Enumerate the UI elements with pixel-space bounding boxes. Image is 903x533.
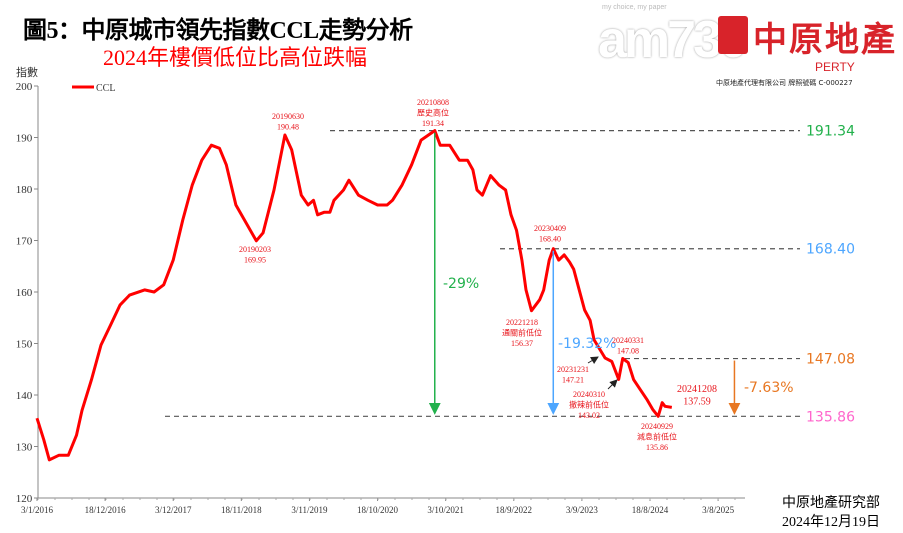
y-tick-label: 140 xyxy=(16,390,33,402)
annotation-line: 156.37 xyxy=(511,339,533,348)
x-tick-label: 18/12/2016 xyxy=(85,505,127,515)
pointer-arrow xyxy=(587,356,599,365)
logo-emblem-icon xyxy=(718,16,748,54)
y-tick-label: 130 xyxy=(16,442,33,454)
annotation-line: 169.95 xyxy=(244,256,266,265)
x-tick-label: 3/1/2016 xyxy=(21,505,54,515)
reference-value-label: 191.34 xyxy=(806,124,855,140)
annotation-line: 20240331 xyxy=(612,336,644,345)
annotation-line: 20210808 xyxy=(417,98,449,107)
y-axis-label: 指數 xyxy=(16,65,38,79)
data-annotation: 20240929 減息前低位 135.86 xyxy=(637,422,677,452)
annotation-line: 減息前低位 xyxy=(637,432,677,442)
annotation-line: 通關前低位 xyxy=(502,328,542,338)
annotation-line: 歷史高位 xyxy=(417,108,449,118)
data-annotation: 20240331 147.08 xyxy=(612,336,644,356)
logo-license: 中原地產代理有限公司 牌照號碼 C-000227 xyxy=(716,79,853,87)
x-tick-label: 18/10/2020 xyxy=(357,505,399,515)
annotation-line: 20221218 xyxy=(506,318,538,327)
data-annotation: 20240310 撤辣前低位 143.02 xyxy=(569,390,609,420)
annotation-line: 190.48 xyxy=(277,123,299,132)
annotation-line: 20230409 xyxy=(534,224,566,233)
x-tick-label: 3/12/2017 xyxy=(155,505,192,515)
drop-percent-label: -19.32% xyxy=(558,336,616,352)
centaline-logo: 中原地產 PERTY 中原地產代理有限公司 牌照號碼 C-000227 xyxy=(715,12,895,90)
ccl-series-line xyxy=(35,129,673,462)
chart-title: 圖5：中原城市領先指數CCL走勢分析 xyxy=(23,18,413,44)
annotation-line: 20190203 xyxy=(239,245,271,254)
pointer-arrow xyxy=(607,379,618,390)
x-tick-label: 3/8/2025 xyxy=(702,505,735,515)
legend-label: CCL xyxy=(96,83,115,94)
y-tick-label: 170 xyxy=(16,236,33,248)
annotation-line: 20240310 xyxy=(573,390,605,399)
x-tick-label: 18/11/2018 xyxy=(221,505,262,515)
annotation-line: 撤辣前低位 xyxy=(569,400,609,410)
y-tick-label: 190 xyxy=(16,133,33,145)
footer-source: 中原地產研究部 xyxy=(782,496,880,511)
data-annotation: 20190630 190.48 xyxy=(272,112,304,132)
data-annotation: 20190203 169.95 xyxy=(239,245,271,265)
chart-subtitle: 2024年樓價低位比高位跌幅 xyxy=(103,45,368,70)
y-tick-label: 160 xyxy=(16,287,33,299)
y-tick-label: 200 xyxy=(16,81,33,93)
reference-value-label: 135.86 xyxy=(806,409,855,425)
y-tick-label: 120 xyxy=(16,493,33,505)
drop-percent-label: -7.63% xyxy=(744,380,794,396)
logo-brand-en: PERTY xyxy=(815,60,855,74)
data-annotation: 20241208 137.59 xyxy=(677,384,717,408)
data-annotation: 20210808 歷史高位 191.34 xyxy=(417,98,449,128)
annotation-line: 20231231 xyxy=(557,365,589,374)
annotation-line: 191.34 xyxy=(422,119,444,128)
x-tick-label: 3/11/2019 xyxy=(291,505,328,515)
annotation-line: 143.02 xyxy=(578,411,600,420)
data-annotation: 20221218 通關前低位 156.37 xyxy=(502,318,542,348)
annotation-line: 20240929 xyxy=(641,422,673,431)
x-tick-label: 3/9/2023 xyxy=(566,505,599,515)
reference-value-label: 168.40 xyxy=(806,242,855,258)
watermark-tagline: my choice, my paper xyxy=(602,4,667,11)
annotation-line: 147.08 xyxy=(617,347,639,356)
annotation-line: 135.86 xyxy=(646,443,668,452)
x-tick-label: 3/10/2021 xyxy=(427,505,464,515)
reference-value-label: 147.08 xyxy=(806,352,855,368)
logo-brand-cn: 中原地產 xyxy=(753,20,897,60)
annotation-line: 147.21 xyxy=(562,376,584,385)
data-annotation: 20231231 147.21 xyxy=(557,365,589,385)
y-tick-label: 180 xyxy=(16,184,33,196)
x-tick-label: 18/8/2024 xyxy=(632,505,669,515)
annotation-line: 137.59 xyxy=(683,397,711,408)
drop-percent-label: -29% xyxy=(443,276,479,292)
y-tick-label: 150 xyxy=(16,339,33,351)
annotation-line: 20190630 xyxy=(272,112,304,121)
footer: 中原地產研究部 2024年12月19日 xyxy=(782,494,880,532)
annotation-line: 20241208 xyxy=(677,384,717,395)
x-tick-label: 18/9/2022 xyxy=(496,505,533,515)
footer-date: 2024年12月19日 xyxy=(782,515,880,530)
data-annotation: 20230409 168.40 xyxy=(534,224,566,244)
annotation-line: 168.40 xyxy=(539,235,561,244)
